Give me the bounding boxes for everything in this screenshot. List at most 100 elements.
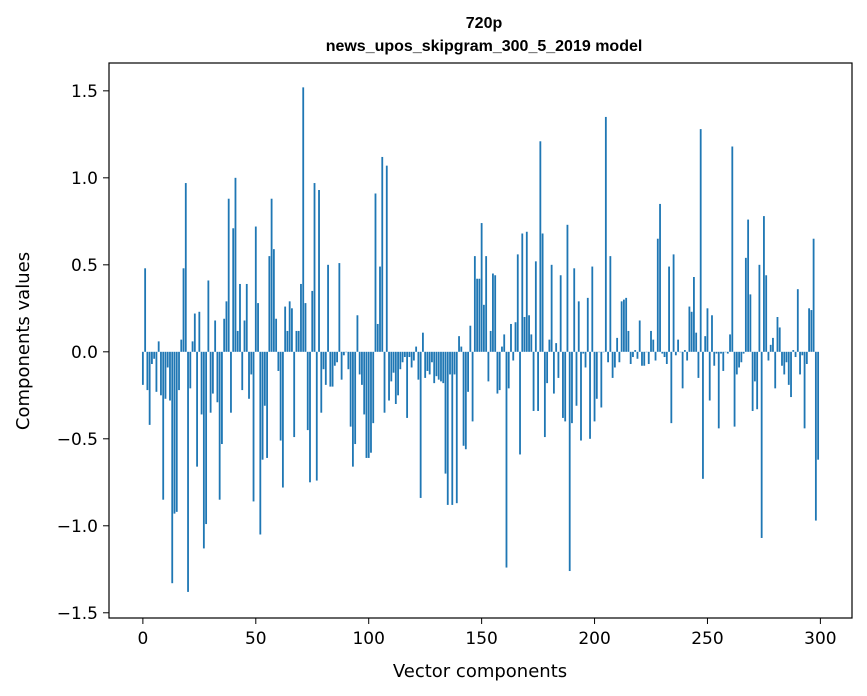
bar-94 [354,351,357,445]
bar-195 [582,351,585,354]
plot-frame [108,62,853,619]
bar-299 [817,351,820,460]
bar-133 [442,351,445,384]
bar-40 [232,228,235,352]
bar-191 [573,268,576,352]
bar-252 [711,315,713,352]
bar-219 [636,351,639,359]
bar-249 [704,336,707,352]
y-axis-label: Components values [13,252,34,430]
bar-212 [620,301,623,352]
bar-271 [753,351,756,382]
bar-190 [571,351,573,424]
bar-29 [207,280,210,352]
bar-99 [365,351,368,458]
bar-38 [227,198,230,352]
bar-34 [218,351,221,500]
bar-11 [166,351,169,368]
bar-91 [347,351,350,370]
bar-147 [473,256,476,352]
bar-85 [333,351,336,366]
bar-14 [173,351,176,514]
bar-64 [286,330,289,352]
bar-160 [503,334,506,352]
bar-177 [541,233,544,352]
bar-56 [268,256,271,352]
bar-22 [191,341,194,352]
bar-134 [444,351,447,474]
bar-55 [266,351,268,458]
bar-273 [758,264,761,352]
bar-185 [559,275,562,352]
bar-179 [546,351,549,384]
bar-81 [324,351,327,385]
x-tick-label-0: 0 [137,629,148,649]
bar-201 [595,351,598,399]
bar-250 [706,308,709,352]
bar-236 [674,351,677,356]
bar-62 [281,351,284,488]
bar-61 [279,351,282,441]
bar-162 [507,351,510,389]
bar-157 [496,351,499,394]
bar-270 [751,351,754,411]
bar-260 [729,334,731,352]
bar-186 [562,351,564,418]
bar-279 [772,337,774,352]
bar-28 [205,351,208,525]
bar-136 [449,351,451,375]
bar-127 [428,351,431,375]
bar-220 [638,320,641,352]
x-tick-label-2: 100 [352,629,384,649]
bar-200 [593,351,596,422]
y-axis-ticks: −1.5 −1.0 −0.5 0.0 0.5 1.0 1.5 [57,82,109,624]
bar-129 [433,351,436,384]
bar-235 [672,254,675,352]
bar-277 [767,351,770,361]
bar-232 [665,351,668,364]
bar-255 [717,351,720,429]
bar-132 [440,351,442,382]
bar-259 [726,351,729,354]
bar-226 [652,339,655,352]
bar-286 [787,351,790,385]
y-tick-label-0: −1.5 [57,604,98,624]
bar-2 [146,351,149,391]
bar-36 [223,318,226,352]
bar-169 [523,317,526,352]
bar-209 [613,351,616,368]
bar-113 [397,351,399,396]
bar-5 [153,351,156,359]
bar-222 [643,351,646,366]
bar-101 [370,351,372,453]
bar-218 [634,350,637,352]
bar-53 [261,351,264,460]
bar-172 [530,334,533,352]
bar-211 [618,351,621,363]
bar-118 [408,351,411,358]
bar-41 [234,177,237,352]
bar-44 [241,351,244,391]
bar-3 [148,351,151,425]
bar-80 [322,351,325,370]
bar-272 [756,351,759,410]
bar-65 [288,301,291,352]
bar-264 [738,351,740,368]
bar-267 [744,257,747,352]
bar-54 [263,351,266,406]
bar-274 [760,351,763,538]
x-tick-label-3: 150 [465,629,497,649]
bar-234 [670,351,673,424]
chart-title: 720p [466,15,503,32]
bar-167 [519,351,521,455]
bar-145 [469,325,472,352]
bar-245 [695,332,698,352]
bar-130 [435,351,438,377]
bar-152 [485,256,488,352]
bar-281 [776,317,779,352]
bar-205 [604,116,607,352]
bar-33 [216,351,219,403]
bar-117 [406,351,409,418]
bar-106 [381,156,384,352]
